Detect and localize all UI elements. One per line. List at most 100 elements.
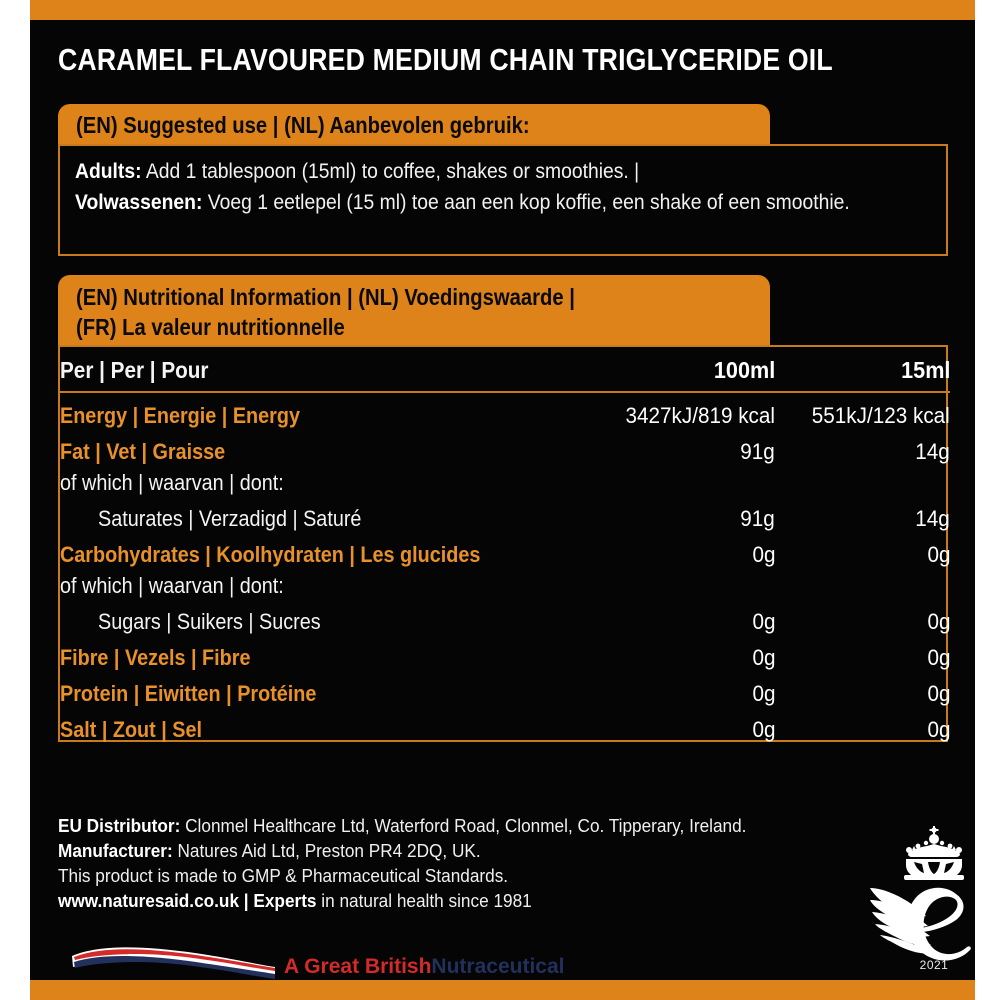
nutrient-value-15ml: 0g: [775, 532, 950, 568]
footer-text: EU Distributor: Clonmel Healthcare Ltd, …: [58, 813, 758, 913]
flag-text-red: A Great British: [284, 955, 431, 978]
nutrient-name-cell: Protein | Eiwitten | Protéine: [60, 671, 595, 707]
bottom-accent-bar: [30, 980, 975, 1000]
value-text: 0g: [751, 609, 775, 634]
nutrient-value-100ml: 91g: [595, 429, 775, 465]
table-row: Saturates | Verzadigd | Saturé 91g 14g: [60, 496, 950, 532]
nutrient-name-cell: Carbohydrates | Koolhydraten | Les gluci…: [60, 532, 595, 568]
nutrient-name-cell: of which | waarvan | dont:: [60, 568, 595, 599]
value-text: 0g: [751, 681, 775, 706]
nutrient-name-cell: Fibre | Vezels | Fibre: [60, 635, 595, 671]
nutrient-value-15ml: 14g: [775, 429, 950, 465]
volwassenen-label: Volwassenen:: [75, 191, 203, 214]
label-panel: CARAMEL FLAVOURED MEDIUM CHAIN TRIGLYCER…: [30, 20, 975, 980]
nutrient-name: of which | waarvan | dont:: [60, 470, 284, 495]
manufacturer-value: Natures Aid Ltd, Preston PR4 2DQ, UK.: [172, 840, 481, 861]
suggested-use-box: Adults: Add 1 tablespoon (15ml) to coffe…: [58, 144, 948, 256]
adults-label: Adults:: [75, 160, 142, 183]
nutrient-name: Fat | Vet | Graisse: [60, 439, 226, 464]
nutrient-name-cell: Sugars | Suikers | Sucres: [60, 599, 595, 635]
distributor-label: EU Distributor:: [58, 815, 181, 836]
footer-website: www.naturesaid.co.uk | Experts in natura…: [58, 888, 709, 913]
nutrient-value-100ml: 0g: [595, 635, 775, 671]
nutrient-name-cell: Energy | Energie | Energy: [60, 392, 595, 429]
table-header-row: Per | Per | Pour 100ml 15ml: [60, 347, 950, 392]
nutrition-box: Per | Per | Pour 100ml 15ml Energy | Ene…: [58, 345, 950, 743]
nutrient-name: Saturates | Verzadigd | Saturé: [98, 506, 362, 531]
table-row: of which | waarvan | dont:: [60, 465, 950, 496]
footer-manufacturer: Manufacturer: Natures Aid Ltd, Preston P…: [58, 838, 709, 863]
footer-standards: This product is made to GMP & Pharmaceut…: [58, 865, 509, 886]
volwassenen-text: Voeg 1 eetlepel (15 ml) toe aan een kop …: [202, 191, 850, 214]
nutrient-value-100ml: [595, 568, 775, 599]
nutrition-tab: (EN) Nutritional Information | (NL) Voed…: [58, 275, 770, 347]
flag-text-navy: Nutraceutical Company.: [431, 955, 570, 978]
great-british-badge: A Great British Nutraceutical Company.: [72, 947, 570, 979]
suggested-use-line-nl: Volwassenen: Voeg 1 eetlepel (15 ml) toe…: [75, 187, 864, 218]
value-text: 0g: [751, 645, 775, 670]
nutrient-name: Fibre | Vezels | Fibre: [60, 645, 251, 670]
table-row: Fat | Vet | Graisse 91g 14g: [60, 429, 950, 465]
nutrient-value-100ml: 3427kJ/819 kcal: [595, 392, 775, 429]
table-row: Carbohydrates | Koolhydraten | Les gluci…: [60, 532, 950, 568]
table-row: Sugars | Suikers | Sucres 0g 0g: [60, 599, 950, 635]
header-col1-label: 100ml: [713, 357, 775, 383]
value-text: 91g: [740, 506, 775, 531]
value-text: 0g: [926, 609, 950, 634]
table-row: of which | waarvan | dont:: [60, 568, 950, 599]
value-text: 0g: [926, 645, 950, 670]
nutrient-name: Carbohydrates | Koolhydraten | Les gluci…: [60, 542, 481, 567]
nutrient-name-cell: Salt | Zout | Sel: [60, 707, 595, 743]
adults-text: Add 1 tablespoon (15ml) to coffee, shake…: [141, 160, 640, 183]
nutrient-value-15ml: [775, 465, 950, 496]
nutrient-name: of which | waarvan | dont:: [60, 573, 284, 598]
website-tagline: in natural health since 1981: [316, 890, 532, 911]
value-text: 91g: [740, 439, 775, 464]
nutrient-name-cell: Fat | Vet | Graisse: [60, 429, 595, 465]
value-text: 3427kJ/819 kcal: [625, 403, 775, 428]
nutrient-name: Energy | Energie | Energy: [60, 403, 300, 428]
table-row: Fibre | Vezels | Fibre 0g 0g: [60, 635, 950, 671]
value-text: 0g: [926, 542, 950, 567]
nutrient-value-15ml: 14g: [775, 496, 950, 532]
nutrient-value-100ml: [595, 465, 775, 496]
queens-award-emblem-icon: [870, 826, 971, 961]
nutrient-name: Sugars | Suikers | Sucres: [98, 609, 321, 634]
nutrition-table: Per | Per | Pour 100ml 15ml Energy | Ene…: [60, 347, 950, 743]
value-text: 0g: [751, 542, 775, 567]
nutrient-value-15ml: 0g: [775, 671, 950, 707]
header-col2-label: 15ml: [900, 357, 950, 383]
nutrition-tab-label-line2: (FR) La valeur nutritionnelle: [76, 314, 345, 340]
nutrient-name: Protein | Eiwitten | Protéine: [60, 681, 317, 706]
suggested-use-text: Adults: Add 1 tablespoon (15ml) to coffe…: [75, 156, 933, 218]
distributor-value: Clonmel Healthcare Ltd, Waterford Road, …: [180, 815, 747, 836]
table-row: Protein | Eiwitten | Protéine 0g 0g: [60, 671, 950, 707]
header-per-cell: Per | Per | Pour: [60, 347, 595, 392]
table-row: Energy | Energie | Energy 3427kJ/819 kcal…: [60, 392, 950, 429]
nutrient-value-15ml: 0g: [775, 635, 950, 671]
value-text: 551kJ/123 kcal: [812, 403, 950, 428]
nutrient-value-100ml: 0g: [595, 599, 775, 635]
table-row: Salt | Zout | Sel 0g 0g: [60, 707, 950, 743]
suggested-use-tab: (EN) Suggested use | (NL) Aanbevolen geb…: [58, 104, 770, 146]
value-text: 0g: [751, 717, 775, 742]
header-col1-cell: 100ml: [595, 347, 775, 392]
nutrient-name: Salt | Zout | Sel: [60, 717, 203, 742]
nutrient-value-15ml: 0g: [775, 599, 950, 635]
nutrient-value-100ml: 0g: [595, 707, 775, 743]
page-title: CARAMEL FLAVOURED MEDIUM CHAIN TRIGLYCER…: [58, 42, 833, 77]
value-text: 0g: [926, 681, 950, 706]
header-col2-cell: 15ml: [775, 347, 950, 392]
website-link[interactable]: www.naturesaid.co.uk | Experts: [58, 890, 317, 911]
value-text: 14g: [915, 439, 950, 464]
award-year: 2021: [919, 958, 949, 972]
nutrient-value-15ml: 0g: [775, 707, 950, 743]
nutrient-value-15ml: [775, 568, 950, 599]
suggested-use-tab-label: (EN) Suggested use | (NL) Aanbevolen geb…: [76, 112, 530, 138]
value-text: 0g: [926, 717, 950, 742]
footer-distributor: EU Distributor: Clonmel Healthcare Ltd, …: [58, 813, 746, 838]
header-per-label: Per | Per | Pour: [60, 357, 209, 383]
nutrient-value-100ml: 91g: [595, 496, 775, 532]
top-accent-bar: [30, 0, 975, 20]
